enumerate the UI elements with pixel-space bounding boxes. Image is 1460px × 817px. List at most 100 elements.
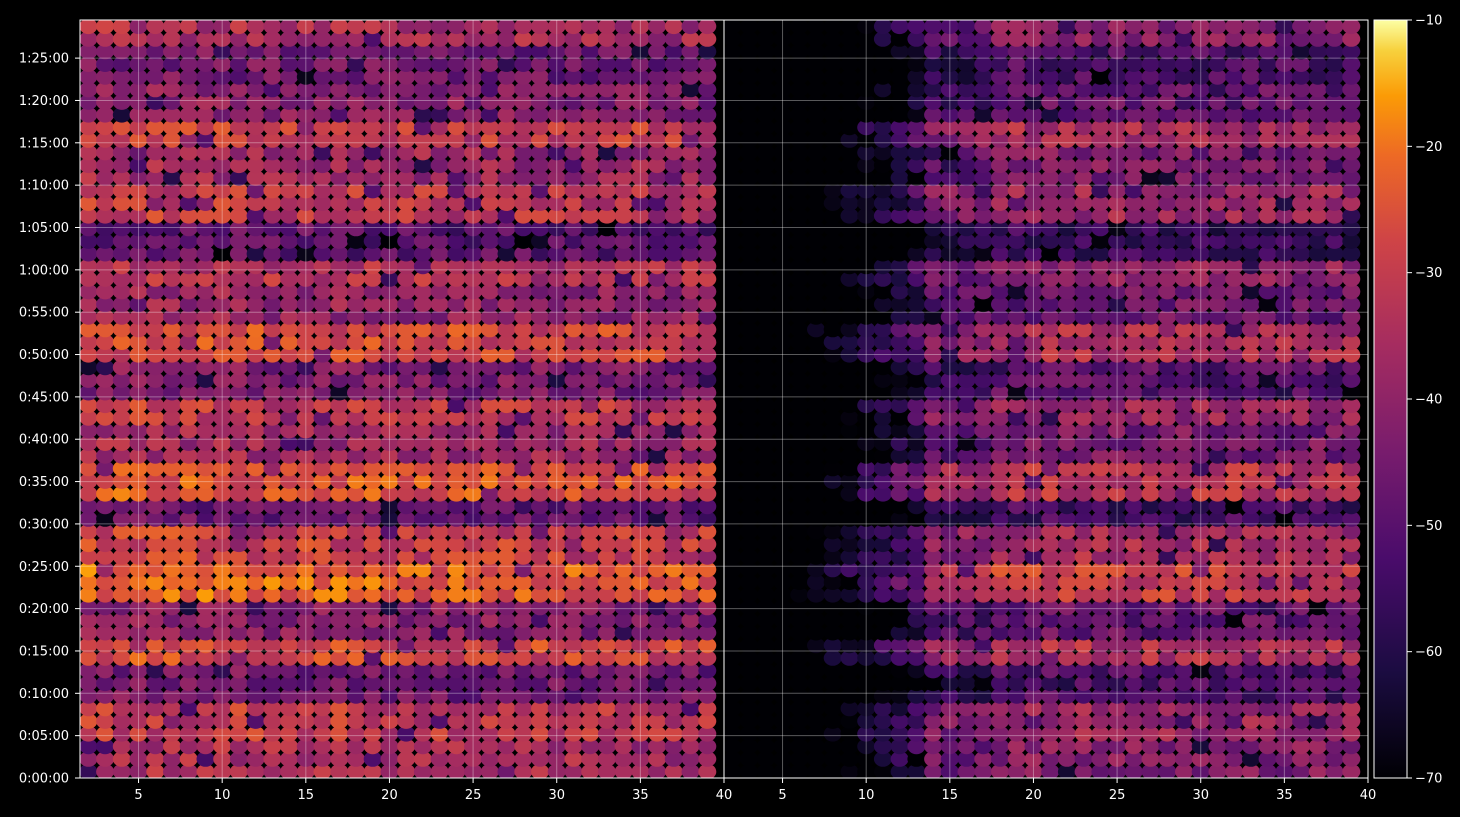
- heatmap-cell: [447, 69, 466, 85]
- heatmap-cell: [790, 296, 809, 313]
- heatmap-cell: [698, 662, 717, 679]
- heatmap-cell: [1074, 410, 1093, 426]
- heatmap-cell: [1308, 283, 1327, 300]
- heatmap-cell: [907, 20, 926, 35]
- heatmap-cell: [698, 751, 717, 767]
- heatmap-cell: [740, 726, 759, 742]
- heatmap-cell: [1225, 574, 1244, 590]
- heatmap-cell: [823, 347, 842, 363]
- heatmap-cell: [163, 536, 181, 553]
- heatmap-cell: [179, 309, 198, 325]
- heatmap-cell: [807, 31, 825, 47]
- heatmap-cell: [1091, 81, 1110, 98]
- heatmap-cell: [1057, 410, 1076, 426]
- heatmap-cell: [564, 81, 583, 98]
- heatmap-cell: [447, 700, 466, 717]
- heatmap-cell: [1158, 195, 1177, 211]
- heatmap-cell: [698, 258, 717, 275]
- heatmap-cell: [1325, 233, 1344, 249]
- heatmap-cell: [924, 31, 943, 47]
- heatmap-cell: [1308, 473, 1327, 489]
- heatmap-cell: [531, 347, 549, 363]
- heatmap-cell: [924, 69, 943, 85]
- heatmap-cell: [807, 359, 825, 376]
- y-tick-label: 0:10:00: [19, 687, 69, 702]
- heatmap-cell: [497, 321, 516, 338]
- heatmap-cell: [179, 56, 198, 72]
- heatmap-cell: [1024, 612, 1043, 628]
- heatmap-cell: [890, 220, 909, 237]
- heatmap-cell: [1308, 372, 1327, 388]
- heatmap-cell: [330, 700, 349, 717]
- heatmap-cell: [229, 498, 248, 515]
- heatmap-cell: [1024, 372, 1043, 388]
- heatmap-cell: [581, 751, 600, 767]
- heatmap-cell: [1308, 245, 1327, 262]
- heatmap-cell: [129, 738, 148, 755]
- heatmap-cell: [1074, 536, 1093, 553]
- heatmap-cell: [1041, 460, 1060, 477]
- heatmap-cell: [80, 94, 98, 110]
- heatmap-cell: [129, 170, 148, 186]
- heatmap-cell: [313, 132, 332, 148]
- heatmap-cell: [1292, 56, 1311, 72]
- heatmap-cell: [531, 738, 549, 755]
- heatmap-cell: [890, 700, 909, 717]
- heatmap-cell: [547, 271, 566, 287]
- heatmap-cell: [1342, 486, 1361, 502]
- heatmap-cell: [957, 637, 976, 654]
- heatmap-cell: [681, 523, 700, 540]
- heatmap-cell: [480, 258, 499, 275]
- heatmap-cell: [681, 157, 700, 174]
- heatmap-cell: [840, 132, 859, 148]
- heatmap-cell: [1258, 561, 1277, 578]
- heatmap-cell: [280, 283, 299, 300]
- heatmap-cell: [1091, 637, 1110, 654]
- heatmap-cell: [1258, 763, 1277, 778]
- heatmap-cell: [1091, 132, 1110, 148]
- heatmap-cell: [648, 523, 667, 540]
- heatmap-cell: [957, 170, 976, 186]
- heatmap-cell: [974, 170, 993, 186]
- heatmap-cell: [957, 233, 976, 249]
- heatmap-cell: [514, 321, 533, 338]
- heatmap-cell: [430, 410, 449, 426]
- heatmap-cell: [957, 751, 976, 767]
- heatmap-cell: [1108, 170, 1127, 186]
- heatmap-cell: [1225, 220, 1244, 237]
- heatmap-cell: [581, 43, 600, 60]
- heatmap-cell: [397, 258, 416, 275]
- heatmap-cell: [614, 119, 633, 136]
- heatmap-cell: [163, 208, 181, 224]
- heatmap-cell: [229, 384, 248, 401]
- heatmap-cell: [246, 511, 265, 527]
- y-tick-label: 0:20:00: [19, 602, 69, 617]
- heatmap-cell: [724, 448, 742, 464]
- heatmap-cell: [823, 296, 842, 313]
- heatmap-cell: [756, 397, 775, 414]
- heatmap-cell: [1007, 637, 1026, 654]
- heatmap-cell: [790, 220, 809, 237]
- heatmap-cell: [413, 688, 432, 704]
- heatmap-cell: [129, 321, 148, 338]
- heatmap-cell: [790, 195, 809, 211]
- heatmap-cell: [773, 523, 792, 540]
- heatmap-cell: [363, 612, 382, 628]
- heatmap-cell: [1208, 536, 1227, 553]
- heatmap-cell: [681, 599, 700, 616]
- heatmap-cell: [648, 650, 667, 666]
- heatmap-cell: [480, 523, 499, 540]
- heatmap-cell: [940, 107, 959, 123]
- heatmap-cell: [146, 157, 165, 174]
- heatmap-cell: [1325, 662, 1344, 679]
- heatmap-cell: [397, 422, 416, 439]
- heatmap-cell: [464, 523, 483, 540]
- heatmap-cell: [1124, 511, 1143, 527]
- heatmap-cell: [280, 245, 299, 262]
- heatmap-cell: [531, 258, 549, 275]
- heatmap-cell: [1275, 296, 1294, 313]
- heatmap-cell: [597, 258, 616, 275]
- heatmap-cell: [1175, 309, 1193, 325]
- heatmap-cell: [1158, 182, 1177, 199]
- heatmap-cell: [347, 296, 365, 313]
